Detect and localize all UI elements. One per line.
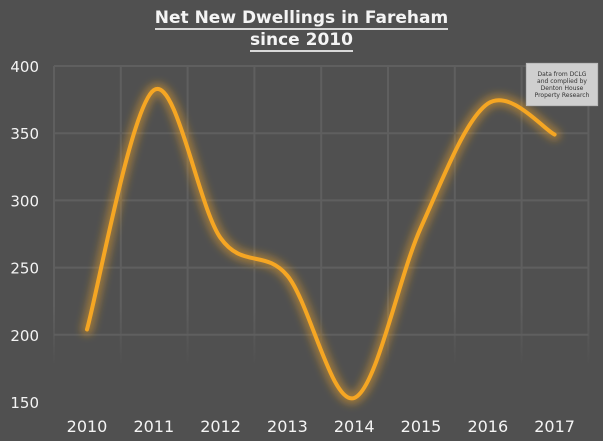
grid-line-vertical xyxy=(453,66,456,366)
grid-line-vertical xyxy=(253,66,256,366)
y-tick-label: 250 xyxy=(10,260,39,278)
grid-line-vertical xyxy=(186,66,189,366)
y-axis: 150 200 250 300 350 400 xyxy=(10,58,39,412)
grid-line-vertical xyxy=(520,66,523,366)
x-tick-label: 2010 xyxy=(67,417,108,436)
y-tick-label: 200 xyxy=(10,327,39,345)
x-tick-label: 2015 xyxy=(401,417,442,436)
y-tick-label: 350 xyxy=(10,125,39,143)
grid-lines xyxy=(53,65,590,366)
chart-title-line1: Net New Dwellings in Fareham xyxy=(154,8,449,30)
chart-title-line2: since 2010 xyxy=(250,30,353,52)
x-tick-label: 2014 xyxy=(334,417,375,436)
y-tick-label: 150 xyxy=(10,394,39,412)
x-tick-label: 2017 xyxy=(534,417,575,436)
series-line xyxy=(85,87,557,400)
x-axis: 2010 2011 2012 2013 2014 2015 2016 2017 xyxy=(67,417,575,436)
x-tick-label: 2012 xyxy=(200,417,241,436)
source-note: Data from DCLG and complied by Denton Ho… xyxy=(526,63,598,106)
grid-line-vertical xyxy=(119,66,122,366)
grid-line-vertical xyxy=(320,66,323,366)
y-tick-label: 400 xyxy=(10,58,39,76)
chart-title: Net New Dwellings in Fareham since 2010 xyxy=(0,8,603,52)
source-note-text: Data from DCLG and complied by Denton Ho… xyxy=(534,70,590,99)
x-tick-label: 2013 xyxy=(267,417,308,436)
x-tick-label: 2016 xyxy=(467,417,508,436)
x-tick-label: 2011 xyxy=(133,417,174,436)
y-tick-label: 300 xyxy=(10,192,39,210)
grid-line-vertical xyxy=(587,66,590,366)
grid-line-vertical xyxy=(387,66,389,366)
grid-line-vertical xyxy=(53,66,55,366)
